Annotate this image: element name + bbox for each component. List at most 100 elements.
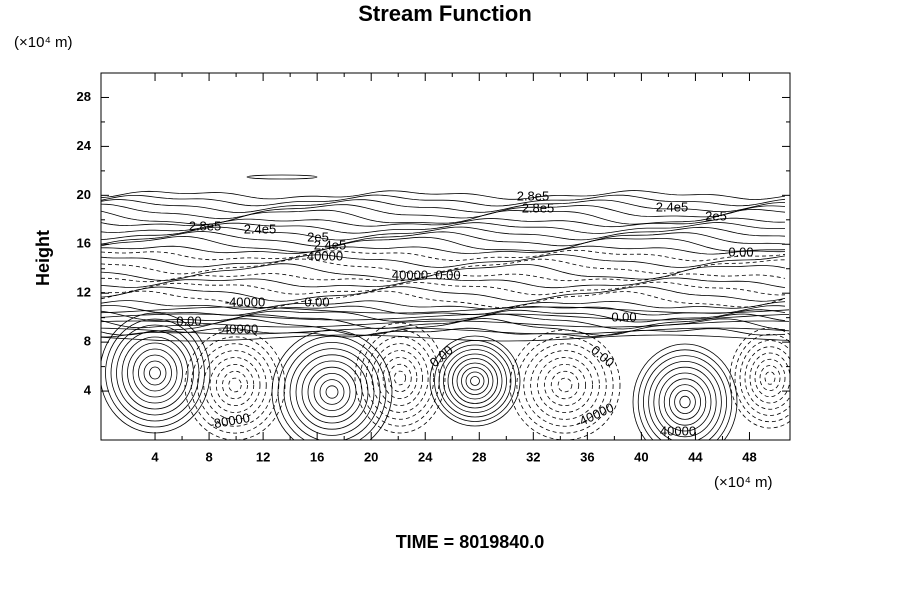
contour (190, 336, 280, 434)
contour-label: 40000 (307, 248, 343, 263)
contour (101, 263, 786, 281)
contour (382, 356, 418, 400)
x-tick-label: 12 (256, 449, 270, 464)
contour (530, 350, 600, 420)
contour (101, 320, 790, 328)
contour (325, 385, 339, 399)
contour (101, 277, 786, 289)
contour-label: 40000 (392, 267, 428, 282)
contour (679, 395, 691, 409)
contour (429, 335, 521, 427)
y-tick-label: 4 (84, 383, 92, 398)
contour (203, 350, 267, 420)
contour (101, 254, 786, 268)
contour (222, 370, 248, 400)
contour (121, 336, 189, 410)
contour (101, 306, 790, 314)
contour-label: 2.8e5 (189, 218, 222, 233)
contour-label: 2.4e5 (244, 221, 277, 236)
contour (388, 363, 412, 393)
contour-label: 0.00 (176, 313, 201, 328)
contour-label: 2.4e5 (314, 237, 347, 252)
x-tick-label: 16 (310, 449, 324, 464)
contour (456, 362, 494, 400)
contour-label: 0.00 (435, 267, 460, 282)
contour (101, 309, 786, 323)
contour (377, 350, 423, 406)
contour (749, 352, 790, 404)
contour (632, 343, 738, 440)
contour (101, 286, 786, 302)
contour (215, 363, 255, 407)
contour (127, 342, 183, 404)
contour-label: 0.00 (427, 342, 456, 370)
contour (101, 226, 786, 241)
contour (101, 203, 786, 220)
contour (283, 342, 381, 440)
contour (138, 354, 172, 392)
contour (277, 335, 387, 440)
contour (516, 336, 614, 434)
contour (228, 377, 242, 393)
contour (537, 357, 593, 413)
contour (101, 194, 786, 207)
contour (643, 355, 727, 440)
contour-label: 0.00 (588, 342, 617, 370)
contour-lines (101, 174, 790, 440)
x-tick-label: 44 (688, 449, 703, 464)
contour (365, 336, 435, 420)
contour (149, 366, 161, 380)
contour (663, 378, 707, 426)
contour-label: -40000 (573, 400, 616, 431)
contour (101, 327, 790, 335)
contour (289, 348, 375, 436)
y-tick-label: 8 (84, 334, 91, 349)
contour (101, 313, 786, 330)
contour (101, 235, 786, 253)
x-tick-label: 40 (634, 449, 648, 464)
x-tick-label: 32 (526, 449, 540, 464)
plot-frame (100, 72, 791, 441)
x-unit: (×10⁴ m) (714, 474, 773, 491)
contour (319, 379, 345, 405)
x-tick-label: 28 (472, 449, 486, 464)
contour (101, 327, 786, 338)
contour (313, 372, 351, 411)
contour (452, 358, 498, 404)
chart-title: Stream Function (358, 1, 532, 26)
contour (523, 343, 607, 427)
contour-label: 40000 (660, 423, 696, 438)
contour-label: 2e5 (705, 208, 727, 223)
contour (759, 365, 781, 391)
contour (543, 363, 587, 407)
contour (354, 322, 446, 434)
contour (101, 217, 786, 228)
contour (209, 357, 261, 413)
contour (101, 249, 786, 262)
contour (465, 371, 485, 391)
y-tick-label: 28 (77, 89, 91, 104)
x-tick-label: 48 (742, 449, 756, 464)
contour (101, 313, 790, 321)
contour (744, 346, 790, 410)
contour (669, 384, 702, 420)
contour (307, 366, 357, 418)
contour-label: 2.4e5 (656, 199, 689, 214)
y-tick-label: 24 (77, 138, 92, 153)
y-tick-label: 12 (77, 285, 91, 300)
contour (764, 371, 776, 385)
contour (447, 353, 503, 409)
contour (101, 281, 786, 296)
y-tick-label: 20 (77, 187, 91, 202)
x-tick-label: 8 (205, 449, 212, 464)
contour (550, 370, 580, 400)
contour (101, 231, 786, 247)
contour (509, 329, 621, 440)
contour (754, 358, 786, 398)
contour (393, 370, 407, 386)
contour (301, 360, 363, 424)
contour (443, 349, 507, 413)
contour (734, 333, 790, 423)
contour (739, 340, 790, 416)
